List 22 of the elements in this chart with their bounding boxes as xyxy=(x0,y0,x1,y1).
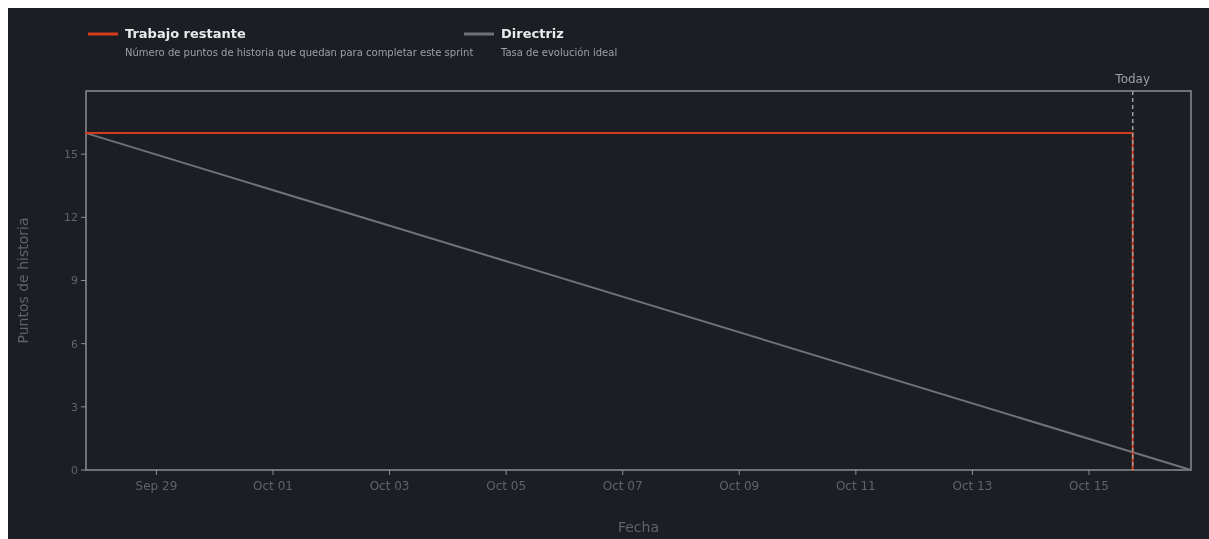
legend-label: Directriz xyxy=(501,26,564,41)
x-axis-title: Fecha xyxy=(617,519,660,535)
y-axis-title: Puntos de historia xyxy=(15,217,31,344)
x-tick-label: Sep 29 xyxy=(135,479,178,493)
text: Tasa de evolución ideal xyxy=(500,47,618,58)
x-tick-label: Oct 07 xyxy=(602,479,643,493)
y-tick-label: 9 xyxy=(71,274,78,288)
x-tick-label: Oct 11 xyxy=(835,479,876,493)
y-tick-label: 15 xyxy=(64,148,78,162)
legend-label: Trabajo restante xyxy=(125,26,247,41)
x-tick-label: Oct 13 xyxy=(952,479,993,493)
y-tick-label: 12 xyxy=(64,211,78,225)
ref-line-label: Today xyxy=(1114,72,1151,86)
x-tick-label: Oct 03 xyxy=(369,479,410,493)
x-tick-label: Oct 09 xyxy=(719,479,760,493)
y-tick-label: 3 xyxy=(71,400,78,414)
y-tick-label: 0 xyxy=(71,463,78,477)
x-tick-label: Oct 05 xyxy=(486,479,527,493)
text: Número de puntos de historia que quedan para completar este sprint xyxy=(125,47,474,58)
x-tick-label: Oct 15 xyxy=(1069,479,1109,493)
x-tick-label: Oct 01 xyxy=(253,479,293,493)
y-tick-label: 6 xyxy=(71,337,78,351)
